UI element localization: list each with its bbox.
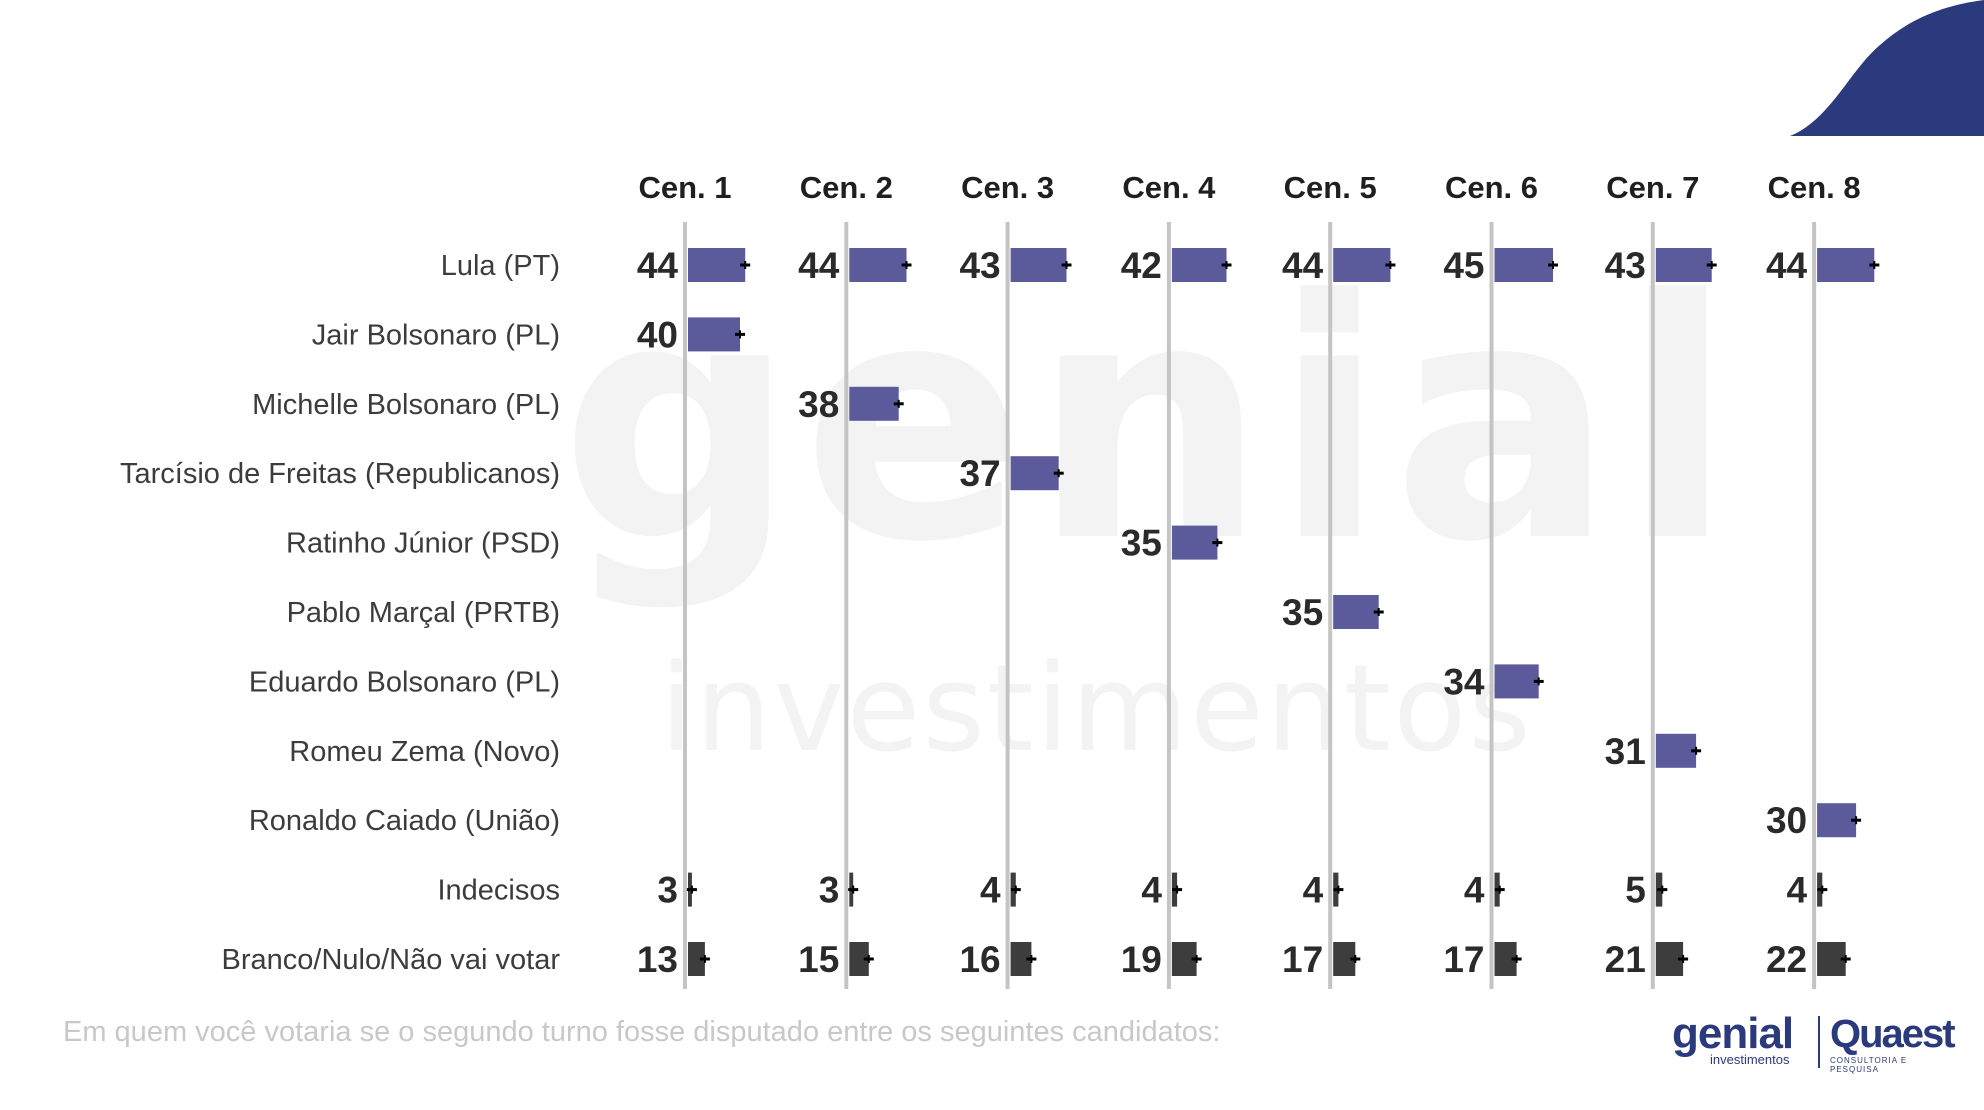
quaest-logo-name: Quaest	[1830, 1012, 1956, 1056]
bar	[1333, 248, 1391, 282]
row-label: Lula (PT)	[441, 250, 560, 282]
vote-intention-chart: Cen. 1 Cen. 2 Cen. 3 Cen. 4 Cen. 5 Cen. 6 Cen.…	[120, 170, 1880, 989]
value-label: 17	[1443, 939, 1484, 980]
scenario-header: Cen. 2	[800, 170, 893, 205]
value-label: 44	[1282, 245, 1324, 286]
row-label: Indecisos	[437, 875, 560, 907]
value-label: 34	[1443, 661, 1485, 702]
value-label: 4	[1303, 870, 1324, 911]
value-label: 37	[959, 453, 1000, 494]
value-label: 13	[637, 939, 678, 980]
bar	[849, 386, 899, 421]
value-label: 35	[1121, 523, 1162, 564]
scenario-header: Cen. 3	[961, 170, 1054, 205]
bar	[1655, 248, 1712, 282]
row-label: Pablo Marçal (PRTB)	[287, 597, 560, 629]
value-label: 15	[798, 939, 839, 980]
header-banner: Intenção de voto para Presidente - 2º tu…	[0, 0, 1984, 136]
bar	[1333, 595, 1379, 629]
scenario-header: Cen. 1	[638, 170, 731, 205]
bar	[688, 942, 705, 976]
brand-logos: genial investimentos Quaest CONSULTORIA …	[1672, 1009, 1956, 1075]
value-label: 40	[637, 314, 678, 355]
value-label: 16	[959, 939, 1000, 980]
bar	[1333, 942, 1356, 976]
bar	[1494, 942, 1517, 976]
quaest-logo: Quaest CONSULTORIA E PESQUISA	[1830, 1012, 1956, 1074]
scenario-header: Cen. 7	[1606, 170, 1699, 205]
value-label: 17	[1282, 939, 1323, 980]
question-footnote: Em quem você votaria se o segundo turno …	[63, 1016, 1221, 1048]
scenario-header: Cen. 4	[1122, 170, 1216, 205]
row-label: Branco/Nulo/Não vai votar	[222, 944, 561, 976]
bar	[849, 248, 907, 282]
value-label: 22	[1766, 939, 1807, 980]
row-label: Tarcísio de Freitas (Republicanos)	[120, 458, 560, 490]
value-label: 5	[1625, 870, 1646, 911]
page-title: Intenção de voto para Presidente - 2º tu…	[152, 38, 1416, 82]
row-label: Eduardo Bolsonaro (PL)	[249, 666, 560, 698]
value-label: 43	[959, 245, 1000, 286]
value-label: 3	[657, 870, 678, 911]
row-label: Jair Bolsonaro (PL)	[312, 319, 560, 351]
bar	[849, 942, 869, 976]
value-label: 35	[1282, 592, 1323, 633]
bar	[1655, 733, 1697, 768]
row-label: Romeu Zema (Novo)	[289, 736, 560, 768]
row-label: Ronaldo Caiado (União)	[249, 805, 560, 837]
bar	[1010, 942, 1032, 976]
value-label: 31	[1605, 731, 1646, 772]
value-label: 4	[1141, 870, 1162, 911]
bar	[688, 317, 740, 352]
bar	[1817, 803, 1857, 838]
value-label: 30	[1766, 800, 1807, 841]
value-label: 4	[1787, 870, 1808, 911]
value-label: 4	[1464, 870, 1485, 911]
bar	[1817, 248, 1875, 282]
value-label: 44	[1766, 245, 1808, 286]
value-label: 44	[798, 245, 840, 286]
scenario-header: Cen. 8	[1768, 170, 1861, 205]
bar	[1171, 248, 1227, 282]
genial-logo-sub: investimentos	[1710, 1052, 1790, 1067]
bar	[1494, 248, 1553, 282]
genial-logo-name: genial	[1672, 1009, 1794, 1058]
quaest-logo-sub: CONSULTORIA E PESQUISA	[1830, 1056, 1908, 1074]
bar	[1010, 456, 1059, 491]
value-label: 38	[798, 384, 839, 425]
value-label: 4	[980, 870, 1001, 911]
value-label: 44	[637, 245, 679, 286]
value-label: 45	[1443, 245, 1484, 286]
bar	[1171, 525, 1218, 560]
value-label: 42	[1121, 245, 1162, 286]
row-label: Michelle Bolsonaro (PL)	[252, 389, 560, 421]
bar	[1494, 664, 1539, 699]
value-label: 19	[1121, 939, 1162, 980]
scenario-header: Cen. 5	[1284, 170, 1377, 205]
value-label: 21	[1605, 939, 1646, 980]
scenario-header: Cen. 6	[1445, 170, 1538, 205]
value-label: 3	[819, 870, 840, 911]
logo-divider	[1818, 1016, 1820, 1068]
bar	[1010, 248, 1067, 282]
genial-logo: genial investimentos	[1672, 1009, 1794, 1068]
bar	[688, 248, 746, 282]
value-label: 43	[1605, 245, 1646, 286]
row-label: Ratinho Júnior (PSD)	[286, 528, 560, 560]
